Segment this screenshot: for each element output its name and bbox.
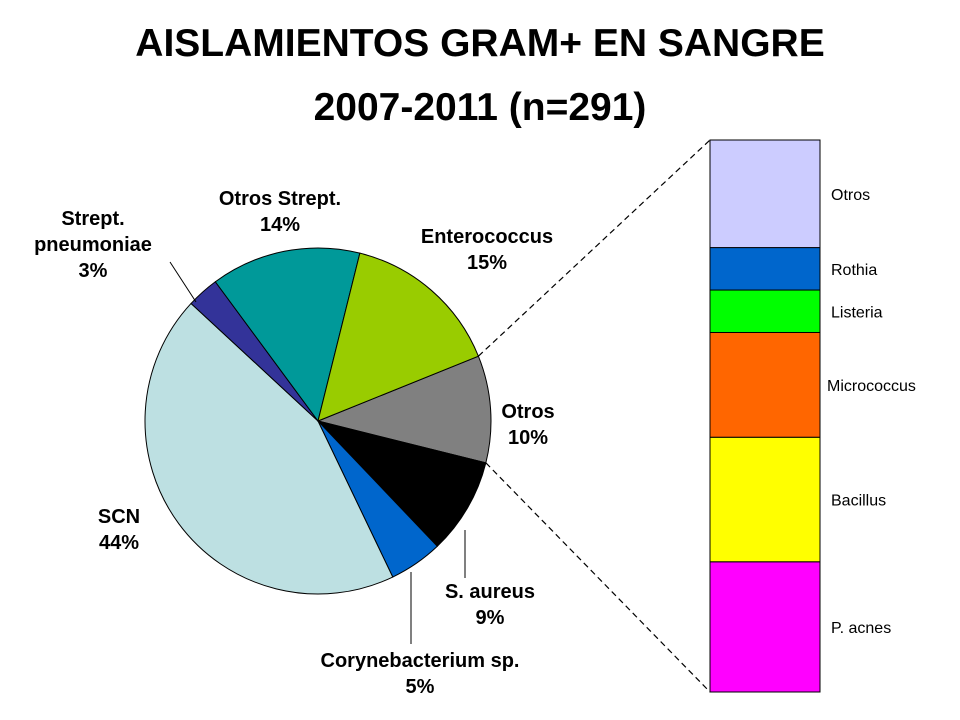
bar-segment-otros	[709, 139, 821, 249]
slice-label-corynebacterium-sp: Corynebacterium sp. 5%	[321, 650, 520, 698]
slice-label-scn: SCN 44%	[98, 506, 140, 554]
bar-label-p-acnes: P. acnes	[831, 620, 891, 637]
bar-segment-p-acnes	[709, 561, 821, 693]
slice-percent-corynebacterium-sp: 5%	[406, 676, 435, 698]
slice-label-otros-strept: Otros Strept. 14%	[219, 188, 341, 236]
bar-label-otros: Otros	[831, 187, 870, 204]
bar-segment-listeria	[709, 289, 821, 333]
pie-chart: Otros 10% S. aureus 9% Corynebacterium sp. 5%…	[34, 188, 555, 698]
slice-percent-strept-pneumoniae: 3%	[79, 260, 108, 282]
slice-label-strept-pneumoniae: Strept. pneumoniae 3%	[34, 208, 152, 282]
pie-slice-otros	[316, 355, 492, 464]
pie-slice-enterococcus	[317, 252, 480, 422]
chart-title: AISLAMIENTOS GRAM+ EN SANGRE	[135, 22, 825, 65]
bar-label-micrococcus: Micrococcus	[827, 378, 916, 395]
pie-slice-otros-strept	[214, 247, 361, 423]
slice-percent-scn: 44%	[99, 532, 139, 554]
slice-percent-otros-strept: 14%	[260, 214, 300, 236]
slice-percent-enterococcus: 15%	[467, 252, 507, 274]
bar-segment-micrococcus	[709, 331, 821, 438]
connector-line-top	[477, 139, 711, 357]
bar-label-bacillus: Bacillus	[831, 493, 886, 510]
connector-line-bottom	[485, 462, 711, 693]
slice-label-s-aureus: S. aureus 9%	[445, 581, 535, 629]
slice-label-otros: Otros 10%	[501, 401, 554, 449]
bar-label-listeria: Listeria	[831, 304, 883, 321]
stacked-bar-chart: P. acnes Bacillus Micrococcus Listeria Rothi…	[477, 139, 916, 693]
pie-slice-s-aureus	[316, 420, 487, 547]
slice-percent-otros: 10%	[508, 427, 548, 449]
bar-label-rothia: Rothia	[831, 262, 877, 279]
pie-slice-scn	[144, 302, 394, 595]
bar-segment-rothia	[709, 247, 821, 291]
slice-label-enterococcus: Enterococcus 15%	[421, 226, 553, 274]
leader-line-strept-pneumoniae	[169, 261, 197, 303]
chart-subtitle: 2007-2011 (n=291)	[313, 86, 647, 129]
bar-segment-bacillus	[709, 436, 821, 563]
slice-percent-s-aureus: 9%	[476, 607, 505, 629]
